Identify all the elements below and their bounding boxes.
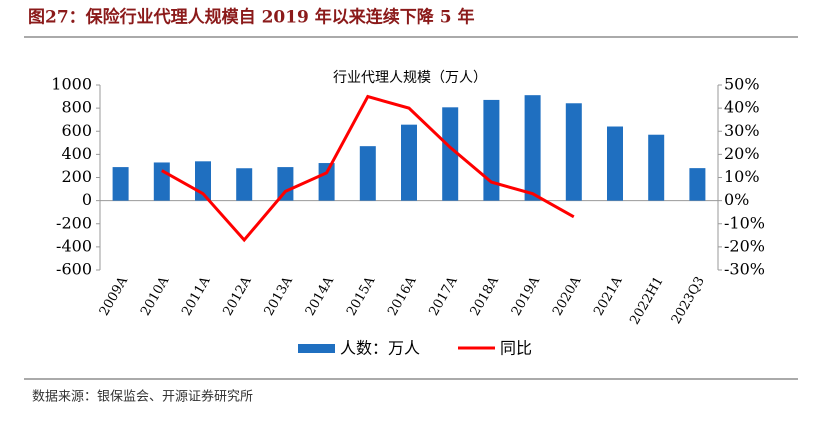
x-tick-label: 2009A [97, 274, 132, 319]
y2-tick-label: 40% [724, 98, 760, 117]
x-tick-label: 2010A [138, 274, 173, 319]
y2-tick-label: -30% [724, 260, 765, 279]
bar [359, 146, 376, 201]
bar [483, 99, 500, 201]
x-tick-label: 2020A [550, 274, 585, 319]
y-tick-label: 200 [61, 167, 92, 186]
x-tick-label: 2021A [591, 274, 626, 319]
chart-title: 行业代理人规模（万人） [333, 70, 487, 86]
x-tick-label: 2018A [468, 274, 503, 319]
y2-tick-label: 30% [724, 121, 760, 140]
x-tick-label: 2017A [426, 274, 461, 319]
y-tick-label: 0 [82, 190, 92, 209]
x-tick-label: 2023Q3 [669, 274, 708, 327]
bar [318, 163, 335, 201]
bar [401, 124, 417, 201]
x-tick-label: 2013A [262, 274, 297, 319]
x-tick-label: 2015A [344, 274, 379, 319]
bar [236, 168, 253, 201]
bar [277, 167, 294, 201]
y-tick-label: 400 [61, 144, 92, 163]
y-tick-label: 800 [61, 98, 92, 117]
x-tick-label: 2022H1 [627, 274, 666, 327]
bar [524, 95, 541, 201]
y2-tick-label: 0% [724, 190, 749, 209]
x-tick-label: 2011A [179, 274, 214, 319]
legend-label: 人数：万人 [340, 339, 420, 358]
bar [689, 168, 706, 201]
legend-label: 同比 [500, 339, 532, 358]
y-tick-label: -400 [56, 236, 92, 255]
bar [112, 167, 129, 201]
x-tick-label: 2016A [385, 274, 420, 319]
x-tick-label: 2012A [220, 274, 255, 319]
y-tick-label: -600 [56, 260, 92, 279]
y2-tick-label: 50% [724, 75, 760, 94]
bar [648, 134, 665, 201]
legend-swatch [298, 344, 335, 353]
y2-tick-label: 20% [724, 144, 760, 163]
y2-tick-label: 10% [724, 167, 760, 186]
y-tick-label: -200 [56, 213, 92, 232]
y-tick-label: 1000 [51, 75, 92, 94]
y-tick-label: 600 [61, 121, 92, 140]
bar [607, 126, 623, 201]
bar [442, 107, 459, 201]
source: 数据来源：银保监会、开源证券研究所 [32, 389, 253, 405]
bar [153, 162, 170, 201]
y2-tick-label: -20% [724, 236, 765, 255]
x-tick-label: 2014A [303, 274, 338, 319]
y2-tick-label: -10% [724, 213, 765, 232]
line [161, 94, 575, 243]
bar [565, 103, 582, 201]
page-title: 图27：保险行业代理人规模自 2019 年以来连续下降 5 年 [28, 7, 474, 28]
x-tick-label: 2019A [509, 274, 544, 319]
